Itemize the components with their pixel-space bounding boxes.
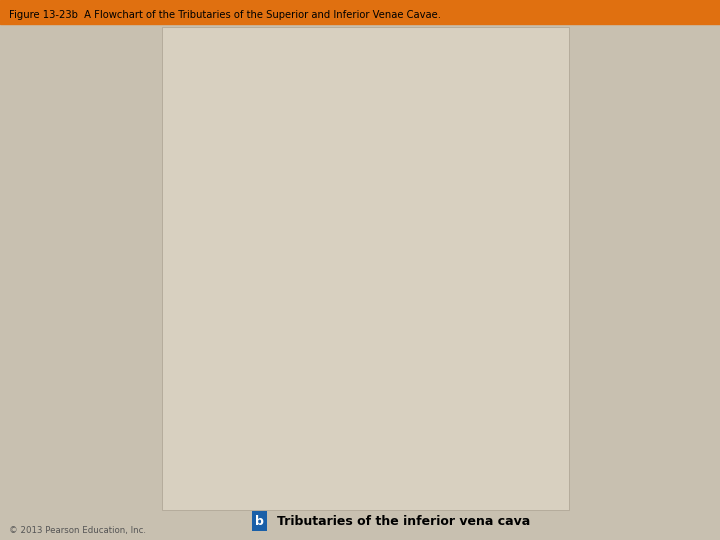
FancyBboxPatch shape — [258, 192, 329, 230]
FancyBboxPatch shape — [258, 232, 329, 269]
Text: Collect blood from
the gonads (testes
or ovaries): Collect blood from the gonads (testes or… — [258, 196, 329, 226]
Text: Collect blood from
the diaphragm: Collect blood from the diaphragm — [454, 165, 525, 184]
Text: Figure 13-23b  A Flowchart of the Tributaries of the Superior and Inferior Venae: Figure 13-23b A Flowchart of the Tributa… — [9, 10, 441, 20]
FancyBboxPatch shape — [384, 195, 444, 226]
Text: Right
external
iliac: Right external iliac — [194, 334, 235, 363]
Text: Right
common
iliac: Right common iliac — [310, 283, 352, 313]
Circle shape — [343, 98, 359, 117]
Text: Right internal
iliac: Right internal iliac — [274, 339, 342, 358]
Ellipse shape — [332, 63, 399, 88]
Circle shape — [343, 57, 361, 77]
FancyBboxPatch shape — [360, 334, 429, 363]
FancyBboxPatch shape — [451, 192, 528, 230]
Text: Gonadal
veins: Gonadal veins — [204, 201, 246, 220]
Text: Lumbar
veins: Lumbar veins — [206, 241, 244, 260]
Text: RIGHT
ATRIUM: RIGHT ATRIUM — [343, 61, 388, 83]
FancyBboxPatch shape — [194, 159, 256, 190]
FancyBboxPatch shape — [351, 444, 405, 482]
Circle shape — [354, 51, 377, 76]
Text: Collect blood from
the spinal cord
and body wall: Collect blood from the spinal cord and b… — [258, 235, 328, 265]
FancyBboxPatch shape — [482, 329, 540, 368]
Circle shape — [372, 98, 387, 117]
FancyBboxPatch shape — [365, 278, 420, 317]
Text: Hepatic
veins: Hepatic veins — [205, 165, 245, 184]
Text: Left internal
iliac: Left internal iliac — [364, 339, 425, 358]
Text: INFERIOR
VENA CAVA: INFERIOR VENA CAVA — [336, 104, 395, 124]
FancyBboxPatch shape — [274, 334, 343, 363]
Text: Collect blood from the pelvic muscles,
skin, urinary and reproductive organs
of : Collect blood from the pelvic muscles, s… — [284, 369, 418, 389]
Circle shape — [370, 57, 387, 77]
Text: b: b — [255, 515, 264, 528]
FancyBboxPatch shape — [384, 235, 444, 266]
Circle shape — [356, 93, 375, 116]
Text: Collect blood from
the adrenal
glands: Collect blood from the adrenal glands — [454, 196, 525, 226]
Text: Left
external
iliac: Left external iliac — [490, 334, 531, 363]
Text: Internal
pudendal
veins: Internal pudendal veins — [312, 448, 356, 478]
FancyBboxPatch shape — [194, 193, 256, 228]
Text: Lateral
sacral
veins: Lateral sacral veins — [407, 448, 439, 478]
Text: Blood from
veins in right
lower limb: Blood from veins in right lower limb — [166, 399, 231, 429]
Text: Phrenic
veins: Phrenic veins — [395, 165, 433, 184]
FancyBboxPatch shape — [264, 444, 319, 482]
Text: Collect blood from
the liver: Collect blood from the liver — [258, 165, 328, 184]
Text: © 2013 Pearson Education, Inc.: © 2013 Pearson Education, Inc. — [9, 526, 145, 535]
FancyBboxPatch shape — [166, 393, 232, 435]
FancyBboxPatch shape — [396, 444, 451, 482]
FancyBboxPatch shape — [492, 393, 559, 435]
FancyBboxPatch shape — [451, 159, 528, 190]
FancyBboxPatch shape — [185, 329, 243, 368]
Text: Collect blood from
the kidneys: Collect blood from the kidneys — [454, 241, 525, 260]
FancyBboxPatch shape — [384, 159, 444, 190]
Text: Superior
gluteal
veins: Superior gluteal veins — [271, 448, 311, 478]
FancyBboxPatch shape — [451, 235, 528, 266]
Text: Adrenal
veins: Adrenal veins — [395, 201, 434, 220]
FancyBboxPatch shape — [194, 233, 256, 267]
FancyBboxPatch shape — [303, 278, 359, 317]
Ellipse shape — [330, 104, 401, 126]
FancyBboxPatch shape — [287, 361, 417, 397]
Text: Renal
veins: Renal veins — [400, 241, 428, 260]
FancyBboxPatch shape — [307, 444, 361, 482]
Text: Tributaries of the inferior vena cava: Tributaries of the inferior vena cava — [277, 515, 531, 528]
FancyBboxPatch shape — [258, 159, 329, 190]
Text: Left
common
iliac: Left common iliac — [372, 283, 415, 313]
Text: Blood from
veins in left
lower limb: Blood from veins in left lower limb — [498, 399, 555, 429]
Text: Obturator
veins: Obturator veins — [356, 453, 401, 472]
